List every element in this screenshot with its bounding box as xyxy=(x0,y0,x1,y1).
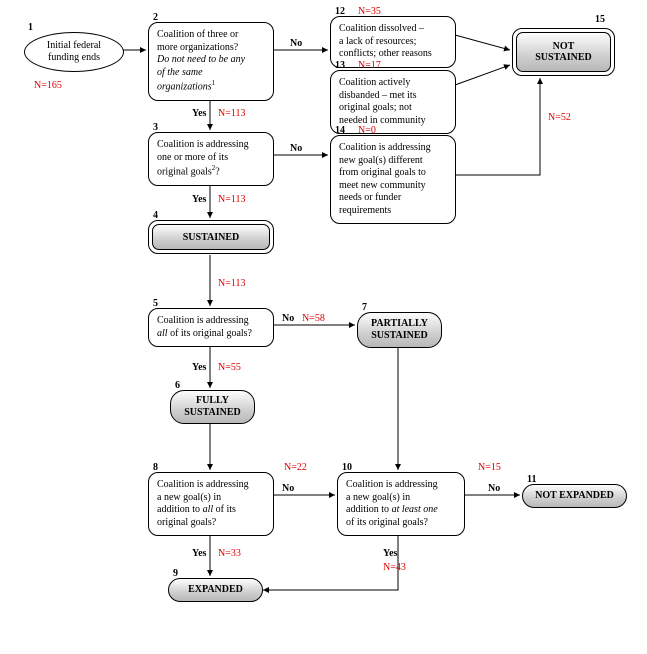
node-2-l4: of the same xyxy=(157,67,203,78)
node-4: SUSTAINED xyxy=(148,220,274,254)
edge-8-10-label: No xyxy=(282,483,294,494)
node-14-l5: needs or funder xyxy=(339,192,401,203)
node-7-l1: PARTIALLY xyxy=(371,318,428,329)
node-3-l2: one or more of its xyxy=(157,152,228,163)
edge-10-11-label: No xyxy=(488,483,500,494)
node-1-line1: Initial federal xyxy=(47,40,101,51)
node-10: Coalition is addressing a new goal(s) in… xyxy=(337,472,465,536)
node-7-num: 7 xyxy=(362,302,367,313)
edge-2-12-label: No xyxy=(290,38,302,49)
node-10-l1: Coalition is addressing xyxy=(346,479,438,490)
node-6-l2: SUSTAINED xyxy=(184,407,241,418)
node-6-num: 6 xyxy=(175,380,180,391)
edge-8-9-n: N=33 xyxy=(218,548,241,559)
edge-3-14-label: No xyxy=(290,143,302,154)
node-1-num: 1 xyxy=(28,22,33,33)
node-8-l1: Coalition is addressing xyxy=(157,479,249,490)
node-1-n: N=165 xyxy=(34,80,62,91)
edge-3-4-n: N=113 xyxy=(218,194,246,205)
node-11: NOT EXPANDED xyxy=(522,484,627,508)
node-13-l2: disbanded – met its xyxy=(339,90,417,101)
node-15-l2: SUSTAINED xyxy=(535,52,592,63)
node-14-l2: new goal(s) different xyxy=(339,155,423,166)
node-9: EXPANDED xyxy=(168,578,263,602)
node-15-l1: NOT xyxy=(553,41,575,52)
node-13-l3: original goals; not xyxy=(339,102,412,113)
node-15: NOTSUSTAINED xyxy=(512,28,615,76)
node-13: Coalition actively disbanded – met its o… xyxy=(330,70,456,134)
edge-5-6-label: Yes xyxy=(192,362,206,373)
node-14-l4: meet new community xyxy=(339,180,426,191)
edge-10-9-label: Yes xyxy=(383,548,397,559)
edge-5-7-label: No xyxy=(282,313,294,324)
node-3-l3: original goals xyxy=(157,166,212,177)
node-2-l1: Coalition of three or xyxy=(157,29,238,40)
node-1: Initial federalfunding ends xyxy=(24,32,124,72)
node-7-l2: SUSTAINED xyxy=(371,330,428,341)
node-8-l5: of its xyxy=(213,504,236,515)
edge-14-15-n: N=52 xyxy=(548,112,571,123)
edge-10-9-n: N=43 xyxy=(383,562,406,573)
node-11-label: NOT EXPANDED xyxy=(535,490,614,503)
node-12: Coalition dissolved – a lack of resource… xyxy=(330,16,456,68)
node-8-l6: original goals? xyxy=(157,517,216,528)
node-7: PARTIALLYSUSTAINED xyxy=(357,312,442,348)
node-14-l3: from original goals to xyxy=(339,167,426,178)
node-12-l1: Coalition dissolved – xyxy=(339,23,424,34)
node-14-l6: requirements xyxy=(339,205,391,216)
node-10-l3: addition to xyxy=(346,504,392,515)
node-2: Coalition of three or more organizations… xyxy=(148,22,274,101)
edge-4-5-n: N=113 xyxy=(218,278,246,289)
edge-8-9-label: Yes xyxy=(192,548,206,559)
edge-10-11-n: N=15 xyxy=(478,462,501,473)
node-6: FULLYSUSTAINED xyxy=(170,390,255,424)
node-14: Coalition is addressing new goal(s) diff… xyxy=(330,135,456,224)
node-2-l2: more organizations? xyxy=(157,42,238,53)
node-3: Coalition is addressing one or more of i… xyxy=(148,132,274,186)
edge-8-10-n: N=22 xyxy=(284,462,307,473)
edge-2-3-n: N=113 xyxy=(218,108,246,119)
node-5-l2: all xyxy=(157,328,168,339)
edge-5-6-n: N=55 xyxy=(218,362,241,373)
node-14-l1: Coalition is addressing xyxy=(339,142,431,153)
node-8-l2: a new goal(s) in xyxy=(157,492,221,503)
node-12-l2: a lack of resources; xyxy=(339,36,416,47)
node-3-l1: Coalition is addressing xyxy=(157,139,249,150)
node-8-l4: all xyxy=(203,504,214,515)
node-2-l5: organizations xyxy=(157,81,212,92)
node-5: Coalition is addressing all of its origi… xyxy=(148,308,274,347)
edge-5-7-n: N=58 xyxy=(302,313,325,324)
node-8: Coalition is addressing a new goal(s) in… xyxy=(148,472,274,536)
node-2-sup: 1 xyxy=(212,79,216,87)
node-1-line2: funding ends xyxy=(48,52,100,63)
edge-2-3-label: Yes xyxy=(192,108,206,119)
edge-3-4-label: Yes xyxy=(192,194,206,205)
node-5-l3: of its original goals? xyxy=(168,328,252,339)
node-2-l3: Do not need to be any xyxy=(157,54,245,65)
node-13-l1: Coalition actively xyxy=(339,77,410,88)
node-5-l1: Coalition is addressing xyxy=(157,315,249,326)
node-10-l5: of its original goals? xyxy=(346,517,428,528)
node-13-l4: needed in community xyxy=(339,115,426,126)
node-4-label: SUSTAINED xyxy=(183,232,240,243)
node-12-l3: conflicts; other reasons xyxy=(339,48,432,59)
node-10-l4: at least one xyxy=(392,504,438,515)
node-9-label: EXPANDED xyxy=(188,584,243,597)
node-3-sup: 2 xyxy=(212,164,216,172)
node-10-l2: a new goal(s) in xyxy=(346,492,410,503)
node-6-l1: FULLY xyxy=(196,395,229,406)
node-8-l3: addition to xyxy=(157,504,203,515)
flowchart-arrows xyxy=(0,0,647,654)
node-15-num: 15 xyxy=(595,14,605,25)
